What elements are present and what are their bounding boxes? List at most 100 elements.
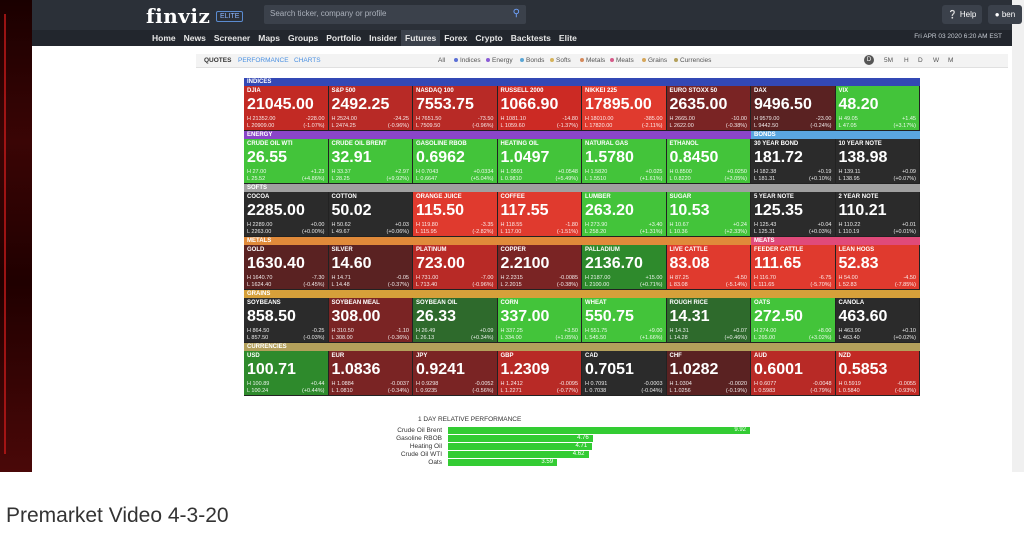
nav-item-groups[interactable]: Groups: [287, 33, 319, 43]
tile-name: PLATINUM: [416, 247, 447, 253]
futures-tile[interactable]: EURO STOXX 50 2635.00 H 2665.00 L 2622.00 -1…: [666, 86, 751, 131]
tile-low: L 28.25: [331, 176, 350, 182]
chart-bar[interactable]: [448, 459, 558, 466]
futures-tile[interactable]: USD 100.71 H 100.89 L 100.24 +0.44 (+0.44%): [244, 351, 329, 396]
help-button[interactable]: ❔ Help: [942, 5, 982, 24]
futures-tile[interactable]: COPPER 2.2100 H 2.2315 L 2.2015 -0.0085 (-0.3…: [497, 245, 582, 290]
filter-meats[interactable]: Meats: [610, 57, 634, 64]
tab-quotes[interactable]: QUOTES: [204, 57, 232, 64]
futures-tile[interactable]: LEAN HOGS 52.83 H 54.00 L 52.83 -4.50 (-7.85%…: [835, 245, 920, 290]
search-icon[interactable]: ⚲: [512, 8, 520, 19]
futures-tile[interactable]: COFFEE 117.55 H 118.55 L 117.00 -1.80 (-1.51%…: [497, 192, 582, 237]
nav-item-backtests[interactable]: Backtests: [510, 33, 551, 43]
futures-tile[interactable]: RUSSELL 2000 1066.90 H 1081.10 L 1059.60 -14…: [497, 86, 582, 131]
filter-energy[interactable]: Energy: [486, 57, 513, 64]
tile-name: DJIA: [247, 88, 261, 94]
futures-tile[interactable]: 2 YEAR NOTE 110.21 H 110.22 L 110.19 +0.01 (+…: [835, 192, 920, 237]
tile-price: 0.6001: [754, 361, 803, 378]
futures-tile[interactable]: OATS 272.50 H 274.00 L 265.00 +8.00 (+3.02%): [751, 298, 836, 343]
chart-bar[interactable]: [448, 435, 594, 442]
nav-item-news[interactable]: News: [183, 33, 206, 43]
filter-indices[interactable]: Indices: [454, 57, 481, 64]
period-h[interactable]: H: [904, 57, 909, 64]
futures-tile[interactable]: S&P 500 2492.25 H 2524.00 L 2474.25 -24.25 (-…: [328, 86, 413, 131]
tab-performance[interactable]: PERFORMANCE: [238, 57, 289, 64]
futures-tile[interactable]: PLATINUM 723.00 H 731.00 L 713.40 -7.00 (-0.9…: [413, 245, 498, 290]
futures-tile[interactable]: LUMBER 263.20 H 273.90 L 258.20 +3.40 (+1.31%…: [582, 192, 667, 237]
futures-tile[interactable]: GBP 1.2309 H 1.2412 L 1.2271 -0.0095 (-0.77%): [497, 351, 582, 396]
futures-tile[interactable]: EUR 1.0836 H 1.0884 L 1.0810 -0.0037 (-0.34%): [328, 351, 413, 396]
filter-grains[interactable]: Grains: [642, 57, 667, 64]
tab-charts[interactable]: CHARTS: [294, 57, 321, 64]
nav-item-screener[interactable]: Screener: [213, 33, 251, 43]
futures-tile[interactable]: ETHANOL 0.8450 H 0.8500 L 0.8220 +0.0250 (+3.…: [666, 139, 751, 184]
tile-price: 1.5780: [585, 149, 634, 166]
search-box[interactable]: Search ticker, company or profile ⚲: [264, 5, 526, 24]
futures-tile[interactable]: LIVE CATTLE 83.08 H 87.25 L 83.08 -4.50 (-5.1…: [666, 245, 751, 290]
futures-tile[interactable]: PALLADIUM 2136.70 H 2187.00 L 2100.00 +15.00…: [582, 245, 667, 290]
filter-bonds[interactable]: Bonds: [520, 57, 544, 64]
futures-tile[interactable]: SILVER 14.60 H 14.71 L 14.48 -0.05 (-0.37%): [328, 245, 413, 290]
chart-bar[interactable]: [448, 451, 589, 458]
search-input[interactable]: Search ticker, company or profile: [270, 9, 387, 18]
filter-metals[interactable]: Metals: [580, 57, 605, 64]
futures-tile[interactable]: CORN 337.00 H 337.25 L 334.00 +3.50 (+1.05%): [497, 298, 582, 343]
filter-all[interactable]: All: [438, 57, 445, 64]
futures-tile[interactable]: 30 YEAR BOND 181.72 H 182.38 L 181.31 +0.19(…: [751, 139, 836, 184]
futures-tile[interactable]: AUD 0.6001 H 0.6077 L 0.5983 -0.0048 (-0.79%): [751, 351, 836, 396]
tile-high: H 1.0591: [500, 169, 523, 175]
nav-item-maps[interactable]: Maps: [258, 33, 280, 43]
nav-item-portfolio[interactable]: Portfolio: [326, 33, 362, 43]
futures-tile[interactable]: 10 YEAR NOTE 138.98 H 139.11 L 138.95 +0.09(…: [835, 139, 920, 184]
scrollbar[interactable]: [1012, 0, 1024, 472]
tile-name: 5 YEAR NOTE: [754, 194, 794, 200]
futures-tile[interactable]: COCOA 2285.00 H 2289.00 L 2263.00 +0.00 (+0.0…: [244, 192, 329, 237]
futures-tile[interactable]: DAX 9496.50 H 9579.00 L 9442.50 -23.00 (-0.24…: [751, 86, 836, 131]
futures-tile[interactable]: CAD 0.7051 H 0.7091 L 0.7038 -0.0003 (-0.04%): [582, 351, 667, 396]
nav-item-futures[interactable]: Futures: [401, 30, 441, 46]
futures-tile[interactable]: FEEDER CATTLE 111.65 H 116.70 L 111.65 -6.75…: [751, 245, 836, 290]
futures-tile[interactable]: CRUDE OIL WTI 26.55 H 27.00 L 25.52 +1.23 (+4…: [244, 139, 329, 184]
futures-tile[interactable]: JPY 0.9241 H 0.9298 L 0.9235 -0.0052 (-0.56%): [413, 351, 498, 396]
futures-tile[interactable]: VIX 48.20 H 49.05 L 47.05 +1.45 (+3.17%): [835, 86, 920, 131]
chart-bar[interactable]: [448, 443, 592, 450]
futures-tile[interactable]: NASDAQ 100 7553.75 H 7651.50 L 7509.50 -73.5…: [413, 86, 498, 131]
period-5m[interactable]: 5M: [884, 57, 894, 64]
video-strip: [0, 0, 32, 472]
nav-item-home[interactable]: Home: [152, 33, 176, 43]
chart-category-label: Oats: [428, 459, 442, 466]
finviz-logo[interactable]: finviz: [146, 4, 211, 28]
futures-tile[interactable]: WHEAT 550.75 H 551.75 L 545.50 +9.00 (+1.66%): [582, 298, 667, 343]
futures-tile[interactable]: SUGAR 10.53 H 10.67 L 10.36 +0.24 (+2.33%): [666, 192, 751, 237]
futures-tile[interactable]: GASOLINE RBOB 0.6962 H 0.7043 L 0.6647 +0.03…: [413, 139, 498, 184]
futures-tile[interactable]: NIKKEI 225 17895.00 H 18010.00 L 17820.00 -3…: [582, 86, 667, 131]
futures-tile[interactable]: 5 YEAR NOTE 125.35 H 125.43 L 125.31 +0.04 (+…: [751, 192, 836, 237]
futures-tile[interactable]: ROUGH RICE 14.31 H 14.31 L 14.28 +0.07 (+0.46…: [666, 298, 751, 343]
futures-tile[interactable]: COTTON 50.02 H 50.62 L 49.67 +0.03 (+0.06%): [328, 192, 413, 237]
futures-tile[interactable]: CHF 1.0282 H 1.0304 L 1.0256 -0.0020 (-0.19%): [666, 351, 751, 396]
user-button[interactable]: ● ben: [988, 5, 1022, 24]
futures-tile[interactable]: HEATING OIL 1.0497 H 1.0591 L 0.9810 +0.0548…: [497, 139, 582, 184]
nav-item-elite[interactable]: Elite: [558, 33, 577, 43]
futures-tile[interactable]: DJIA 21045.00 H 21352.00 L 20909.00 -228.00(…: [244, 86, 329, 131]
futures-tile[interactable]: CRUDE OIL BRENT 32.91 H 33.37 L 28.25 +2.97(…: [328, 139, 413, 184]
filter-softs[interactable]: Softs: [550, 57, 571, 64]
futures-tile[interactable]: NATURAL GAS 1.5780 H 1.5820 L 1.5510 +0.025(…: [582, 139, 667, 184]
chart-bar[interactable]: [448, 427, 751, 434]
futures-tile[interactable]: SOYBEANS 858.50 H 864.50 L 857.50 -0.25 (-0.0…: [244, 298, 329, 343]
tile-name: COTTON: [331, 194, 357, 200]
futures-tile[interactable]: SOYBEAN OIL 26.33 H 26.49 L 26.13 +0.09 (+0.3…: [413, 298, 498, 343]
period-d[interactable]: D: [918, 57, 923, 64]
futures-tile[interactable]: NZD 0.5853 H 0.5919 L 0.5840 -0.0055 (-0.93%): [835, 351, 920, 396]
period-m[interactable]: M: [948, 57, 954, 64]
futures-tile[interactable]: SOYBEAN MEAL 308.00 H 310.50 L 308.00 -1.10(…: [328, 298, 413, 343]
futures-tile[interactable]: CANOLA 463.60 H 463.90 L 463.40 +0.10 (+0.02%…: [835, 298, 920, 343]
filter-currencies[interactable]: Currencies: [674, 57, 711, 64]
nav-item-crypto[interactable]: Crypto: [475, 33, 503, 43]
futures-tile[interactable]: GOLD 1630.40 H 1640.70 L 1624.40 -7.30 (-0.45…: [244, 245, 329, 290]
period-d-active[interactable]: D: [864, 55, 874, 65]
period-w[interactable]: W: [933, 57, 940, 64]
nav-item-insider[interactable]: Insider: [369, 33, 398, 43]
futures-tile[interactable]: ORANGE JUICE 115.50 H 119.80 L 115.95 -3.35(…: [413, 192, 498, 237]
nav-item-forex[interactable]: Forex: [444, 33, 468, 43]
